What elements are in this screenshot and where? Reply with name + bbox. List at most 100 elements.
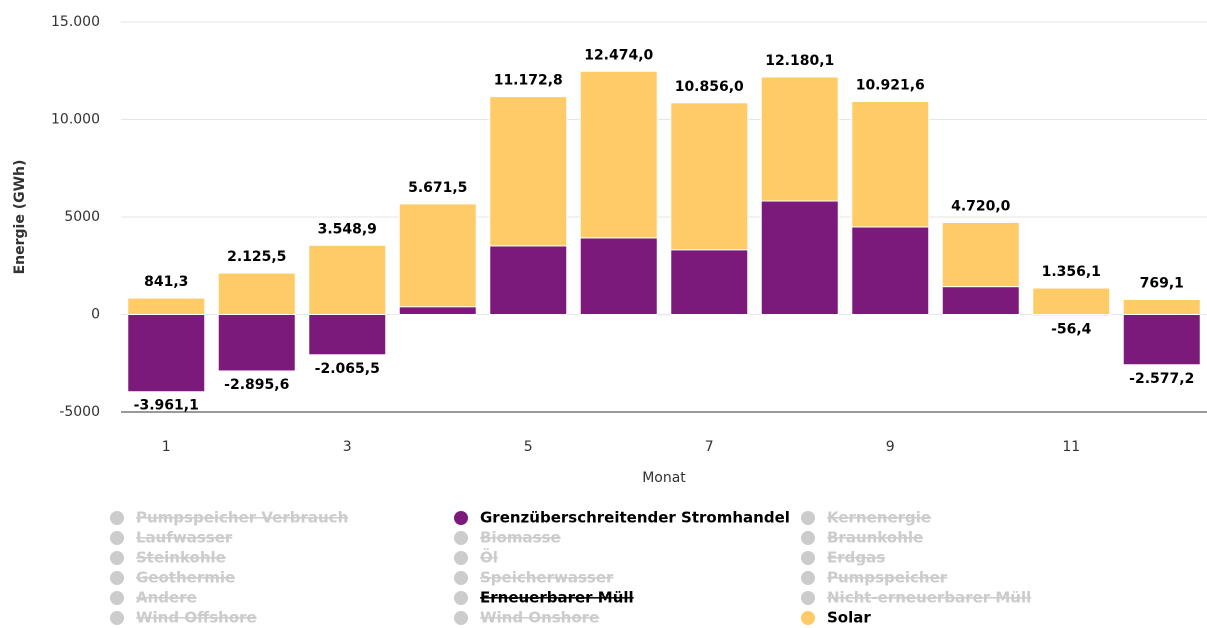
legend-label: Braunkohle: [827, 529, 923, 547]
bar: [489, 245, 568, 315]
legend-symbol: [110, 531, 124, 545]
bar: [1032, 287, 1111, 316]
legend-label: Wind Onshore: [480, 609, 599, 627]
bar: [579, 70, 658, 239]
bar: [941, 286, 1020, 315]
bar: [670, 249, 749, 315]
legend-symbol: [454, 511, 468, 525]
x-axis-title: Monat: [642, 470, 686, 486]
legend-symbol: [454, 571, 468, 585]
bar: [670, 102, 749, 251]
data-label: -3.961,1: [134, 398, 199, 414]
legend-label: Nicht-erneuerbarer Müll: [827, 589, 1031, 607]
legend-symbol: [110, 551, 124, 565]
legend-symbol: [801, 511, 815, 525]
bar: [308, 244, 387, 315]
x-tick-label: 9: [886, 439, 895, 455]
legend-item[interactable]: Speicherwasser: [454, 569, 614, 587]
legend-label: Steinkohle: [136, 549, 226, 567]
bar: [760, 200, 839, 315]
x-tick-label: 5: [524, 439, 533, 455]
legend-label: Andere: [136, 589, 197, 607]
legend-item[interactable]: Steinkohle: [110, 549, 226, 567]
y-tick-label: -5000: [59, 404, 100, 420]
legend-symbol: [801, 591, 815, 605]
stack-total-label: 10.856,0: [675, 79, 744, 95]
stack-total-label: 10.921,6: [856, 78, 925, 94]
legend-label: Speicherwasser: [480, 569, 614, 587]
stack-total-label: 12.180,1: [765, 53, 834, 69]
legend-item[interactable]: Solar: [801, 609, 871, 627]
x-tick-label: 11: [1062, 439, 1080, 455]
stack-total-label: 769,1: [1140, 276, 1184, 292]
legend-item[interactable]: Pumpspeicher Verbrauch: [110, 509, 348, 527]
legend-symbol: [110, 511, 124, 525]
bar: [398, 306, 477, 316]
legend-symbol: [801, 551, 815, 565]
data-label: -2.895,6: [224, 377, 289, 393]
stack-total-label: 12.474,0: [584, 47, 653, 63]
bar: [1122, 314, 1201, 366]
legend-item[interactable]: Laufwasser: [110, 529, 233, 547]
bar: [579, 237, 658, 316]
legend-label: Öl: [480, 548, 498, 567]
legend-label: Pumpspeicher: [827, 569, 948, 587]
bar: [217, 272, 296, 316]
bar: [851, 101, 930, 228]
y-tick-label: 15.000: [51, 14, 100, 30]
x-tick-label: 3: [343, 439, 352, 455]
legend-symbol: [454, 531, 468, 545]
legend-item[interactable]: Nicht-erneuerbarer Müll: [801, 589, 1031, 607]
stack-total-label: 841,3: [144, 274, 188, 290]
legend-symbol: [454, 551, 468, 565]
bar: [851, 226, 930, 316]
legend-item[interactable]: Kernenergie: [801, 509, 931, 527]
y-tick-label: 0: [91, 307, 100, 323]
legend-item[interactable]: Wind Offshore: [110, 609, 257, 627]
legend-item[interactable]: Biomasse: [454, 529, 561, 547]
legend-label: Wind Offshore: [136, 609, 257, 627]
data-label: -56,4: [1051, 322, 1092, 338]
bar: [760, 76, 839, 202]
bar: [127, 297, 206, 315]
stack-total-label: 1.356,1: [1042, 264, 1101, 280]
stack-total-label: 5.671,5: [408, 180, 467, 196]
legend-label: Biomasse: [480, 529, 561, 547]
legend-item[interactable]: Pumpspeicher: [801, 569, 948, 587]
legend-label: Pumpspeicher Verbrauch: [136, 509, 348, 527]
legend-item[interactable]: Grenzüberschreitender Stromhandel: [454, 509, 790, 527]
x-tick-label: 7: [705, 439, 714, 455]
legend-label: Erdgas: [827, 549, 885, 567]
legend-label: Solar: [827, 609, 871, 627]
y-tick-label: 10.000: [51, 112, 100, 128]
legend-symbol: [110, 571, 124, 585]
legend-symbol: [110, 591, 124, 605]
legend-item[interactable]: Erneuerbarer Müll: [454, 589, 634, 607]
legend-item[interactable]: Geothermie: [110, 569, 235, 587]
legend-item[interactable]: Wind Onshore: [454, 609, 599, 627]
y-tick-label: 5000: [64, 209, 100, 225]
stack-total-label: 4.720,0: [951, 198, 1011, 214]
data-label: -2.065,5: [315, 361, 380, 377]
x-tick-label: 1: [162, 439, 171, 455]
legend-symbol: [454, 611, 468, 625]
stack-total-label: 11.172,8: [494, 73, 563, 89]
data-label: -2.577,2: [1129, 371, 1194, 387]
legend-item[interactable]: Erdgas: [801, 549, 885, 567]
bar: [1122, 299, 1201, 316]
legend-item[interactable]: Öl: [454, 548, 498, 567]
bar: [489, 96, 568, 247]
legend-symbol: [801, 531, 815, 545]
y-axis-title: Energie (GWh): [12, 160, 28, 275]
bar: [127, 314, 206, 393]
legend-label: Geothermie: [136, 569, 235, 587]
legend-symbol: [110, 611, 124, 625]
legend-symbol: [801, 571, 815, 585]
legend-item[interactable]: Braunkohle: [801, 529, 923, 547]
bar: [398, 203, 477, 308]
legend-label: Laufwasser: [136, 529, 233, 547]
bar: [941, 221, 1020, 288]
legend-symbol: [801, 611, 815, 625]
stack-total-label: 3.548,9: [318, 221, 377, 237]
legend-item[interactable]: Andere: [110, 589, 197, 607]
